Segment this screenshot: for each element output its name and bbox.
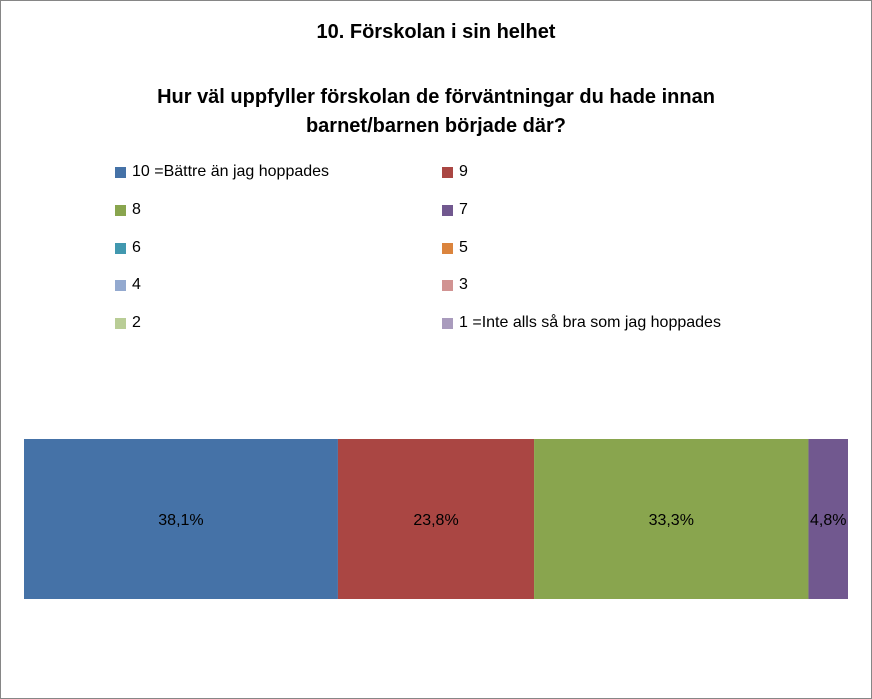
chart-subtitle-line-2: barnet/barnen började där?: [305, 115, 567, 137]
legend-item: 7: [442, 199, 468, 221]
legend-item: 10 =Bättre än jag hoppades: [115, 161, 329, 183]
chart-subtitle: Hur väl uppfyller förskolan de förväntni…: [0, 83, 872, 141]
legend-label: 7: [459, 201, 468, 218]
bar-segment: [534, 439, 809, 599]
legend-swatch: [115, 166, 126, 178]
data-label: 4,8%: [810, 512, 846, 529]
legend-label: 3: [459, 276, 468, 293]
legend-item: 8: [115, 199, 141, 221]
legend-item: 2: [115, 312, 141, 334]
legend-label: 1 =Inte alls så bra som jag hoppades: [459, 314, 721, 331]
legend-swatch: [442, 204, 453, 216]
legend-item: 3: [442, 274, 468, 296]
legend-item: 1 =Inte alls så bra som jag hoppades: [442, 312, 721, 334]
legend-label: 8: [132, 201, 141, 218]
legend-item: 9: [442, 161, 468, 183]
legend-label: 4: [132, 276, 141, 293]
legend-swatch: [115, 204, 126, 216]
legend-label: 6: [132, 239, 141, 256]
legend-swatch: [115, 279, 126, 291]
legend-item: 4: [115, 274, 141, 296]
legend-swatch: [442, 317, 453, 329]
legend-swatch: [442, 166, 453, 178]
legend-swatch: [442, 242, 453, 254]
legend-label: 5: [459, 239, 468, 256]
legend-item: 6: [115, 237, 141, 259]
bar-segment: [24, 439, 338, 599]
legend-label: 2: [132, 314, 141, 331]
legend-label: 10 =Bättre än jag hoppades: [132, 163, 330, 180]
data-label: 38,1%: [158, 512, 203, 529]
data-label: 23,8%: [413, 512, 458, 529]
bar-segment: [337, 439, 535, 599]
legend-swatch: [115, 317, 126, 329]
data-label: 33,3%: [649, 512, 694, 529]
legend-label: 9: [459, 163, 468, 180]
legend-swatch: [115, 242, 126, 254]
chart-title: 10. Förskolan i sin helhet: [316, 21, 556, 43]
chart-subtitle-line-1: Hur väl uppfyller förskolan de förväntni…: [157, 86, 715, 108]
legend-swatch: [442, 279, 453, 291]
bar-segment: [808, 439, 848, 599]
legend-item: 5: [442, 237, 468, 259]
